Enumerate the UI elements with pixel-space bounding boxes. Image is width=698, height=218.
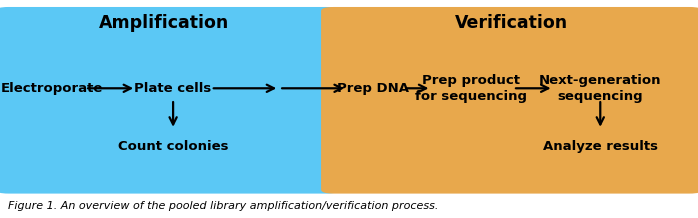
Text: Plate cells: Plate cells	[135, 82, 211, 95]
Text: Verification: Verification	[455, 14, 568, 32]
Text: Count colonies: Count colonies	[118, 140, 228, 153]
FancyBboxPatch shape	[0, 7, 339, 194]
Text: Electroporate: Electroporate	[1, 82, 103, 95]
Text: Amplification: Amplification	[99, 14, 229, 32]
Text: Prep product
for sequencing: Prep product for sequencing	[415, 74, 527, 103]
Text: Prep DNA: Prep DNA	[337, 82, 410, 95]
Text: Analyze results: Analyze results	[543, 140, 658, 153]
FancyBboxPatch shape	[321, 7, 698, 194]
Text: Next-generation
sequencing: Next-generation sequencing	[539, 74, 662, 103]
Text: Figure 1. An overview of the pooled library amplification/verification process.: Figure 1. An overview of the pooled libr…	[8, 201, 439, 211]
